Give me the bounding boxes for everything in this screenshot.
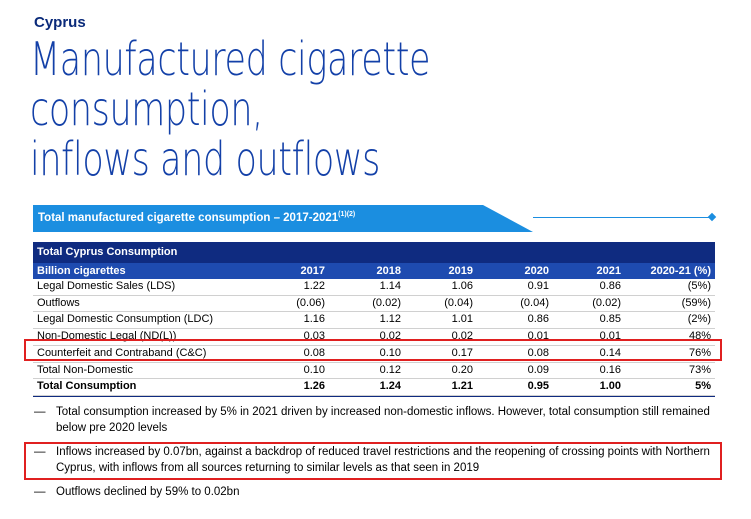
row-label: Total Consumption xyxy=(37,380,137,393)
row-label: Total Non-Domestic xyxy=(37,363,133,376)
column-header: 2017 xyxy=(300,265,325,277)
row-label: Outflows xyxy=(37,296,80,309)
table-cell: 0.95 xyxy=(527,380,549,393)
bullet-dash: — xyxy=(34,446,46,458)
table-header-row: Billion cigarettes 2017 2018 2019 2020 2… xyxy=(33,263,715,279)
table-cell: 0.09 xyxy=(527,363,549,376)
bullet-list: — Total consumption increased by 5% in 2… xyxy=(34,404,724,506)
table-cell: 0.12 xyxy=(379,363,401,376)
row-label: Counterfeit and Contraband (C&C) xyxy=(37,346,207,359)
diamond-icon xyxy=(707,212,717,222)
column-header: 2018 xyxy=(376,265,401,277)
row-label: Legal Domestic Consumption (LDC) xyxy=(37,313,214,326)
table-row: Total Non-Domestic 0.10 0.12 0.20 0.09 0… xyxy=(33,362,715,379)
section-banner xyxy=(33,205,533,232)
table-cell: (59%) xyxy=(681,296,711,309)
table-cell: (0.04) xyxy=(444,296,473,309)
section-banner-title-text: Total manufactured cigarette consumption… xyxy=(38,211,339,224)
table-cell: 1.06 xyxy=(451,280,473,292)
page-title-line-2: inflows and outflows xyxy=(30,132,380,186)
bullet-item: — Outflows declined by 59% to 0.02bn xyxy=(34,484,724,500)
table-cell: 0.85 xyxy=(599,313,621,326)
consumption-table: Total Cyprus Consumption Billion cigaret… xyxy=(33,242,715,397)
page-title-line-1: Manufactured cigarette consumption, xyxy=(30,32,431,136)
table-cell: 0.10 xyxy=(379,346,401,359)
column-header: 2020 xyxy=(524,265,549,277)
banner-rule xyxy=(533,217,711,218)
country-label: Cyprus xyxy=(34,14,86,31)
table-row: Outflows (0.06) (0.02) (0.04) (0.04) (0.… xyxy=(33,295,715,312)
footnote-superscript: (1)(2) xyxy=(338,211,356,218)
bullet-text: Inflows increased by 0.07bn, against a b… xyxy=(56,446,710,474)
table-cell: 1.14 xyxy=(379,280,401,292)
table-row: Legal Domestic Consumption (LDC) 1.16 1.… xyxy=(33,312,715,329)
bullet-dash: — xyxy=(34,406,46,418)
page-title: Manufactured cigarette consumption, infl… xyxy=(30,34,562,184)
table-cell: 0.91 xyxy=(527,280,549,292)
column-header: 2021 xyxy=(596,265,621,277)
column-header: 2020-21 (%) xyxy=(650,265,711,277)
table-cell: (0.02) xyxy=(592,296,621,309)
bullet-highlight-box xyxy=(24,442,722,480)
table-cell: (2%) xyxy=(687,313,711,326)
table-cell: 0.86 xyxy=(599,280,621,292)
table-cell: 73% xyxy=(688,363,711,376)
table-cell: 1.21 xyxy=(451,380,473,393)
table-cell: 1.00 xyxy=(599,380,621,393)
table-cell: (5%) xyxy=(687,280,711,292)
column-header: Billion cigarettes xyxy=(37,265,126,277)
table-cell: (0.02) xyxy=(372,296,401,309)
table-cell: 0.10 xyxy=(303,363,325,376)
table-row: Legal Domestic Sales (LDS) 1.22 1.14 1.0… xyxy=(33,279,715,296)
table-row: Counterfeit and Contraband (C&C) 0.08 0.… xyxy=(33,345,715,363)
section-banner-title: Total manufactured cigarette consumption… xyxy=(38,211,355,224)
table-cell: 0.14 xyxy=(599,346,621,359)
table-bottom-rule xyxy=(33,395,715,397)
table-cell: 1.01 xyxy=(451,313,473,326)
table-cell: 0.20 xyxy=(451,363,473,376)
table-cell: 1.24 xyxy=(379,380,401,393)
bullet-dash: — xyxy=(34,486,46,498)
table-cell: 76% xyxy=(688,346,711,359)
table-cell: (0.06) xyxy=(296,296,325,309)
table-cell: 1.26 xyxy=(303,380,325,393)
table-cell: 0.86 xyxy=(527,313,549,326)
table-cell: 0.08 xyxy=(527,346,549,359)
table-cell: 0.08 xyxy=(303,346,325,359)
table-section-title: Total Cyprus Consumption xyxy=(33,242,715,263)
table-cell: (0.04) xyxy=(520,296,549,309)
bullet-text: Total consumption increased by 5% in 202… xyxy=(56,406,710,434)
bullet-text: Outflows declined by 59% to 0.02bn xyxy=(56,486,240,498)
table-cell: 1.16 xyxy=(303,313,325,326)
table-cell: 1.12 xyxy=(379,313,401,326)
row-highlight-box xyxy=(24,339,722,361)
table-cell: 5% xyxy=(695,380,711,393)
table-row-total: Total Consumption 1.26 1.24 1.21 0.95 1.… xyxy=(33,379,715,396)
row-label: Legal Domestic Sales (LDS) xyxy=(37,280,176,292)
bullet-item: — Total consumption increased by 5% in 2… xyxy=(34,404,724,436)
column-header: 2019 xyxy=(448,265,473,277)
table-cell: 0.16 xyxy=(599,363,621,376)
bullet-item: — Inflows increased by 0.07bn, against a… xyxy=(34,444,724,476)
table-cell: 1.22 xyxy=(303,280,325,292)
table-cell: 0.17 xyxy=(451,346,473,359)
